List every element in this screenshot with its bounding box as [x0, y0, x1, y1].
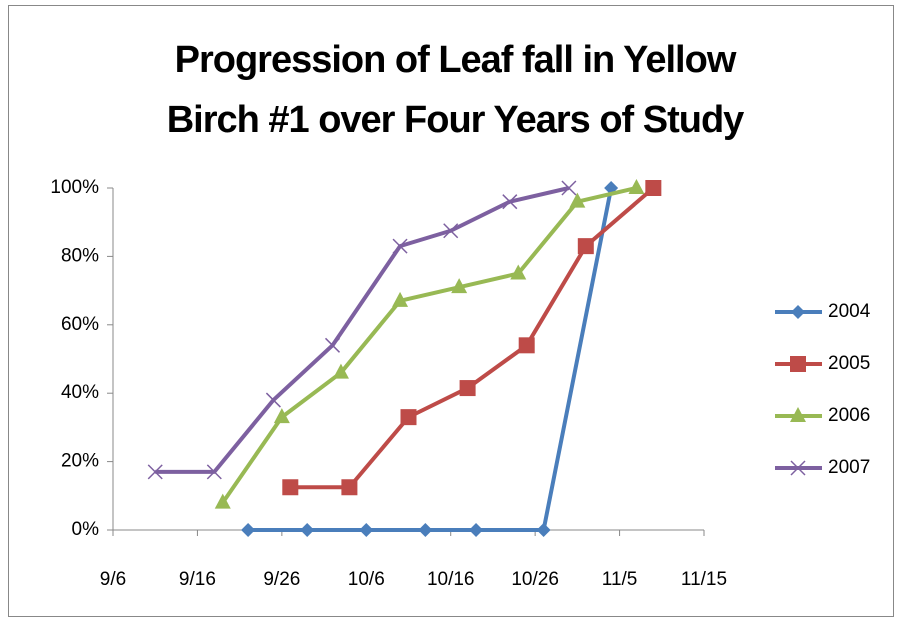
marker [206, 464, 222, 480]
marker [791, 305, 805, 319]
y-tick-label: 0% [72, 519, 100, 540]
x-tick-label: 10/26 [511, 569, 559, 590]
marker [392, 291, 409, 307]
chart-title: Progression of Leaf fall in Yellow Birch… [166, 39, 745, 141]
chart-frame [8, 5, 894, 617]
marker [418, 523, 433, 537]
marker [273, 408, 290, 424]
x-tick-label: 9/26 [263, 569, 300, 590]
marker [392, 238, 408, 254]
marker [282, 479, 299, 496]
legend-label: 2004 [828, 301, 871, 322]
marker [459, 380, 476, 397]
marker [443, 223, 459, 239]
x-tick-label: 10/6 [348, 569, 385, 590]
series-line [155, 186, 570, 474]
x-tick-label: 9/16 [179, 569, 216, 590]
x-tick-label: 11/5 [602, 569, 638, 590]
y-tick-label: 80% [61, 245, 99, 266]
y-tick-label: 100% [50, 177, 99, 198]
marker [577, 238, 594, 255]
marker [518, 337, 535, 354]
marker [569, 192, 586, 208]
marker [265, 392, 281, 408]
marker [790, 356, 806, 372]
marker [324, 337, 341, 353]
y-tick-label: 40% [61, 382, 99, 403]
series-line [221, 186, 637, 504]
marker [469, 523, 484, 537]
legend-label: 2005 [828, 353, 870, 374]
y-tick-label: 20% [61, 451, 99, 472]
marker [645, 180, 662, 196]
marker [214, 493, 231, 509]
marker [536, 523, 551, 537]
legend-label: 2006 [828, 405, 870, 426]
marker [451, 278, 468, 294]
marker [510, 264, 527, 280]
marker [332, 363, 349, 379]
marker [341, 479, 358, 496]
marker [561, 180, 577, 196]
marker [359, 523, 374, 537]
x-tick-label: 9/6 [100, 569, 126, 590]
marker [241, 523, 256, 537]
marker [400, 409, 417, 426]
marker [790, 460, 806, 476]
series-line [248, 187, 614, 532]
series-line [290, 186, 655, 490]
x-tick-label: 11/15 [681, 569, 727, 590]
marker [502, 194, 518, 210]
marker [147, 464, 163, 480]
marker [300, 523, 315, 537]
y-tick-label: 60% [61, 314, 99, 335]
marker [790, 407, 806, 422]
legend-label: 2007 [828, 457, 870, 478]
marker [628, 179, 645, 194]
x-tick-label: 10/16 [427, 569, 475, 590]
